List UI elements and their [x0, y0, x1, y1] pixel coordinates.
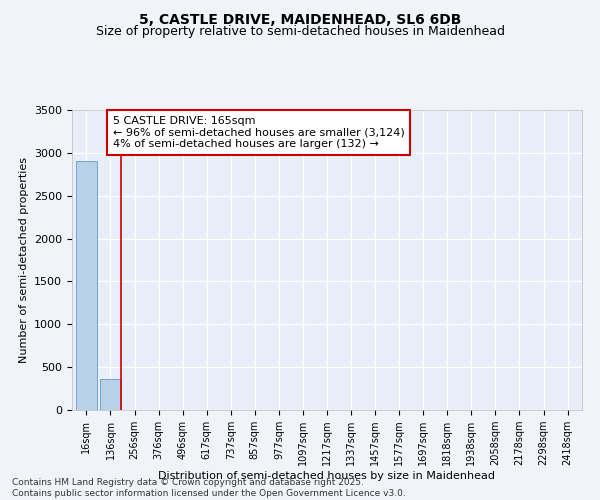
- Text: 5 CASTLE DRIVE: 165sqm
← 96% of semi-detached houses are smaller (3,124)
4% of s: 5 CASTLE DRIVE: 165sqm ← 96% of semi-det…: [113, 116, 404, 149]
- Text: Contains HM Land Registry data © Crown copyright and database right 2025.
Contai: Contains HM Land Registry data © Crown c…: [12, 478, 406, 498]
- Y-axis label: Number of semi-detached properties: Number of semi-detached properties: [19, 157, 29, 363]
- Text: Size of property relative to semi-detached houses in Maidenhead: Size of property relative to semi-detach…: [95, 25, 505, 38]
- X-axis label: Distribution of semi-detached houses by size in Maidenhead: Distribution of semi-detached houses by …: [158, 471, 496, 481]
- Text: 5, CASTLE DRIVE, MAIDENHEAD, SL6 6DB: 5, CASTLE DRIVE, MAIDENHEAD, SL6 6DB: [139, 12, 461, 26]
- Bar: [76, 162, 97, 410]
- Bar: [100, 379, 121, 410]
